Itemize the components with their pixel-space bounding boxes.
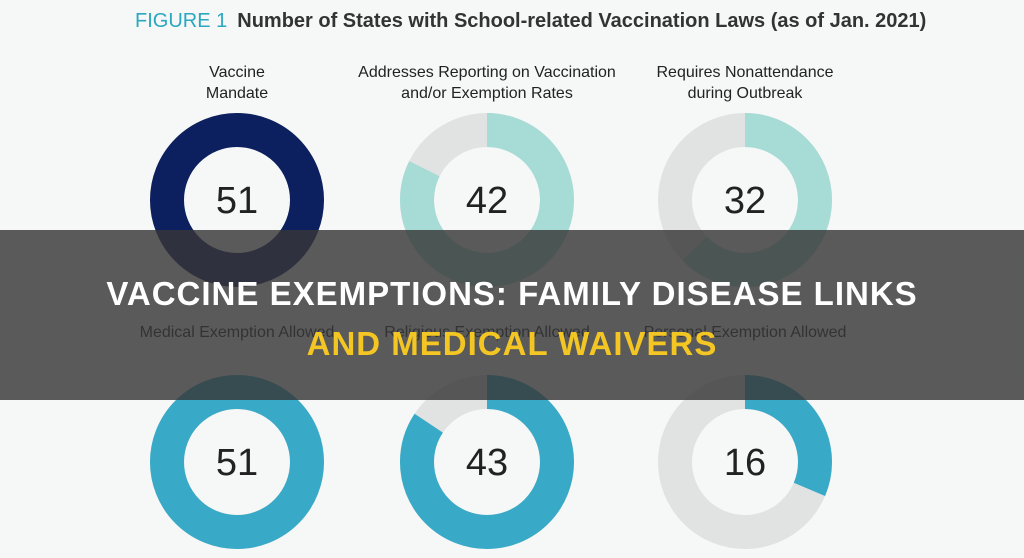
chart-title: Vaccine Mandate xyxy=(205,64,269,102)
figure-heading: FIGURE 1 Number of States with School-rel… xyxy=(135,10,926,33)
chart-title: Addresses Reporting on Vaccination and/o… xyxy=(358,64,616,102)
overlay-band: VACCINE EXEMPTIONS: FAMILY DISEASE LINKS… xyxy=(0,230,1024,400)
overlay-title: AND MEDICAL WAIVERS xyxy=(306,325,718,362)
donut-value: 51 xyxy=(216,180,258,222)
donut-value: 42 xyxy=(466,180,508,222)
donut-value: 51 xyxy=(216,442,258,484)
overlay-title: VACCINE EXEMPTIONS: FAMILY DISEASE LINKS xyxy=(106,275,918,312)
chart-title: Requires Nonattendance during Outbreak xyxy=(656,64,834,102)
donut-value: 32 xyxy=(724,180,766,222)
figure-label: FIGURE 1 xyxy=(135,10,228,32)
donut-value: 43 xyxy=(466,442,508,484)
donut-value: 16 xyxy=(724,442,766,484)
figure-title: Number of States with School-related Vac… xyxy=(237,10,927,32)
